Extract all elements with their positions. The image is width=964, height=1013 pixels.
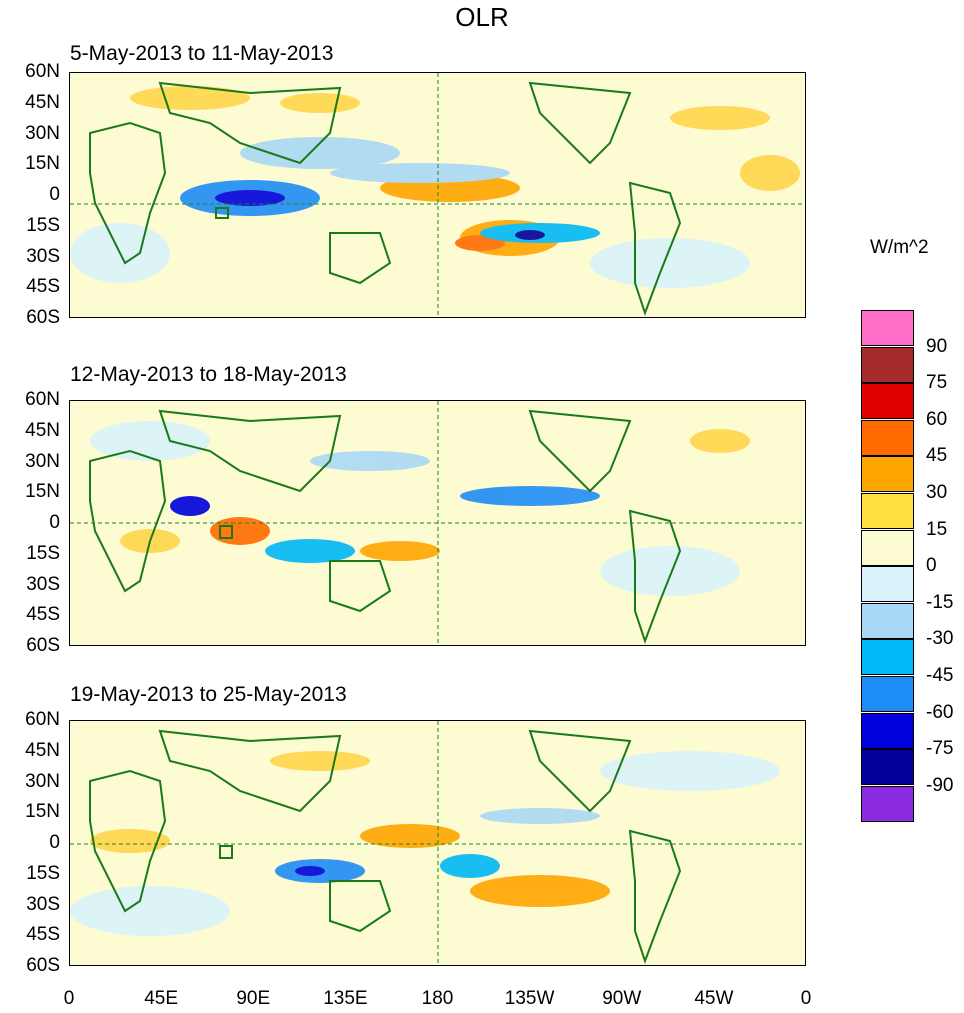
colorbar-label: -15 (926, 591, 954, 613)
colorbar-label: 30 (926, 482, 948, 503)
lon-label: 90E (236, 988, 271, 1009)
colorbar-label: -90 (926, 774, 954, 796)
colorbar-label: -60 (926, 701, 954, 723)
lat-label: 15S (26, 542, 60, 564)
colorbar-label: -75 (926, 738, 954, 760)
lat-label: 30N (25, 450, 60, 472)
lat-label: 60S (26, 307, 60, 328)
colorbar-swatch (861, 639, 914, 676)
panel-3-title: 19-May-2013 to 25-May-2013 (70, 683, 347, 706)
lat-label: 45S (26, 276, 60, 298)
lat-label: 45N (25, 739, 60, 761)
lat-label: 15S (26, 214, 60, 236)
lat-label: 0 (49, 832, 60, 853)
lat-label: 45S (26, 604, 60, 626)
colorbar-unit: W/m^2 (870, 237, 929, 258)
lon-label: 135W (504, 988, 555, 1009)
colorbar-swatch (861, 383, 914, 420)
colorbar-label: 15 (926, 518, 948, 540)
lon-label: 90W (602, 988, 642, 1009)
figure-title: OLR (455, 2, 509, 32)
colorbar-swatch (861, 566, 914, 603)
lat-label: 60N (25, 389, 60, 410)
lon-label: 45W (694, 988, 734, 1009)
lat-label: 30N (25, 122, 60, 144)
panel-1-map (69, 72, 806, 318)
lat-label: 60S (26, 635, 60, 656)
colorbar-swatch (861, 676, 914, 712)
colorbar-label: 90 (926, 335, 948, 357)
lon-label: 45E (144, 988, 179, 1009)
colorbar-label: -30 (926, 628, 954, 650)
panel-3-map (69, 720, 806, 966)
lat-label: 30S (26, 573, 60, 595)
lat-label: 15N (25, 153, 60, 175)
lat-label: 15S (26, 862, 60, 884)
colorbar-swatch (861, 493, 914, 529)
colorbar-swatch (861, 456, 914, 493)
colorbar-swatch (861, 749, 914, 786)
colorbar-swatch (861, 602, 914, 639)
colorbar-swatch (861, 712, 914, 749)
lat-label: 60N (25, 709, 60, 730)
lat-label: 15N (25, 481, 60, 503)
lat-label: 0 (49, 184, 60, 205)
lat-label: 30N (25, 770, 60, 792)
lat-label: 60N (25, 61, 60, 82)
lat-label: 45N (25, 91, 60, 113)
colorbar-label: 75 (926, 372, 948, 394)
lat-label: 15N (25, 801, 60, 823)
lon-label: 0 (800, 988, 812, 1009)
lon-label: 180 (421, 988, 454, 1009)
panel-2-map (69, 400, 806, 646)
lon-label: 0 (63, 988, 75, 1009)
colorbar-swatch (861, 310, 914, 346)
lat-label: 45N (25, 419, 60, 441)
colorbar-label: 45 (926, 445, 948, 467)
lat-label: 30S (26, 245, 60, 267)
lat-label: 30S (26, 893, 60, 915)
panel-1-title: 5-May-2013 to 11-May-2013 (70, 42, 334, 65)
panel-2-title: 12-May-2013 to 18-May-2013 (70, 363, 347, 386)
colorbar-swatch (861, 785, 914, 822)
colorbar-swatch (861, 529, 914, 566)
lat-label: 0 (49, 512, 60, 533)
colorbar-swatch (861, 419, 914, 456)
colorbar-label: -45 (926, 665, 954, 686)
lat-label: 45S (26, 924, 60, 946)
colorbar-label: 60 (926, 408, 948, 430)
lon-label: 135E (323, 988, 368, 1009)
lat-label: 60S (26, 955, 60, 976)
colorbar-swatch (861, 346, 914, 383)
colorbar-label: 0 (926, 555, 937, 577)
